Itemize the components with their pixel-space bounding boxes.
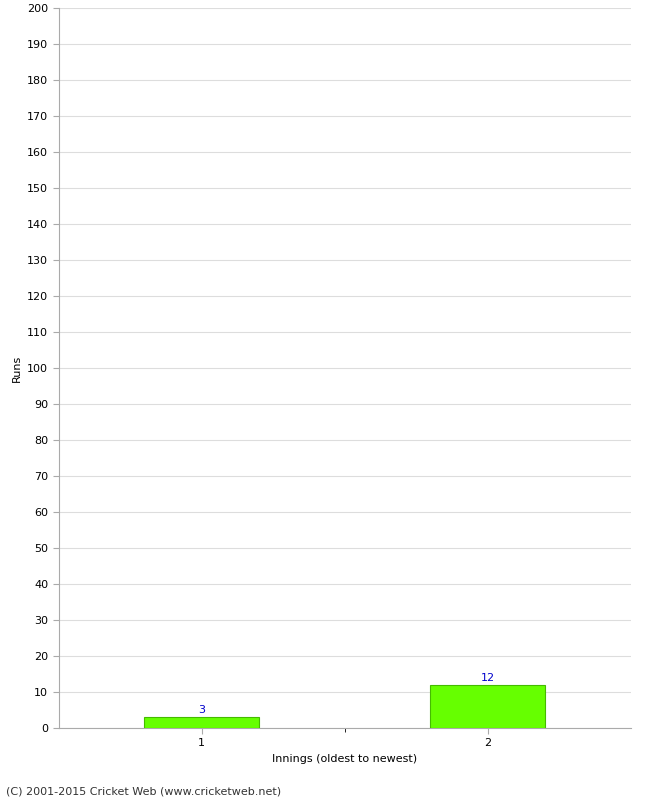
Bar: [430, 685, 545, 728]
Text: (C) 2001-2015 Cricket Web (www.cricketweb.net): (C) 2001-2015 Cricket Web (www.cricketwe…: [6, 786, 281, 796]
X-axis label: Innings (oldest to newest): Innings (oldest to newest): [272, 754, 417, 764]
Text: 12: 12: [480, 673, 495, 683]
Bar: [144, 718, 259, 728]
Text: 3: 3: [198, 706, 205, 715]
Y-axis label: Runs: Runs: [12, 354, 21, 382]
